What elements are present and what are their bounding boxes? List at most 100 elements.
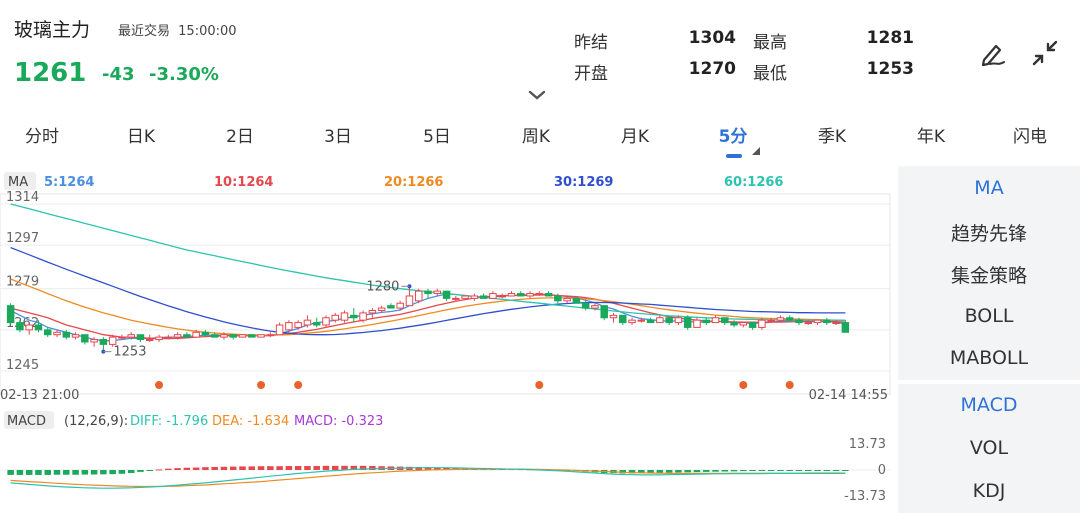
side-item-maboll[interactable]: MABOLL [949, 347, 1029, 369]
candle-body [544, 293, 553, 297]
candle-body [81, 334, 89, 343]
side-item-macd[interactable]: MACD [960, 394, 1018, 416]
tab-3day[interactable]: 3日 [324, 127, 352, 147]
macd-histogram-bar [767, 470, 775, 471]
candle-body [813, 319, 822, 324]
candle-body [470, 295, 479, 299]
macd-histogram-bar [341, 465, 348, 470]
price-tick-label: 1314 [6, 190, 39, 205]
extreme-label-high: 1280 [366, 279, 399, 294]
candle-body [646, 319, 655, 324]
candlestick [108, 334, 117, 347]
stat-value-open: 1270 [688, 59, 736, 79]
macd-histogram-bar [795, 470, 803, 471]
macd-tick-label: 0 [878, 463, 886, 478]
candle-body [683, 317, 692, 328]
candlestick [535, 291, 544, 296]
candle-body [238, 334, 247, 338]
macd-histogram-bar [424, 467, 432, 470]
candle-body [581, 302, 590, 309]
last-trade-label: 最近交易 15:00:00 [118, 20, 237, 39]
candle-body [832, 322, 840, 325]
candlestick [563, 295, 571, 304]
macd-histogram-bar [146, 470, 154, 471]
tab-week-k[interactable]: 周K [521, 127, 551, 147]
last-trade-time: 15:00:00 [178, 24, 237, 39]
side-item-strategy[interactable]: 集金策略 [950, 265, 1027, 287]
candlestick [739, 322, 748, 328]
collapse-arrows-icon[interactable] [1030, 38, 1060, 68]
candle-body [804, 322, 813, 325]
macd-histogram-bar [174, 468, 181, 470]
macd-histogram-bar [443, 467, 450, 470]
candlestick [164, 334, 173, 340]
price-tick-label: 1297 [6, 231, 39, 246]
event-marker-dot [294, 381, 303, 389]
ma60-label: 60:1266 [724, 175, 783, 190]
candlestick [730, 320, 738, 328]
candle-body [377, 307, 386, 311]
macd-layer: 13.73 0 -13.73 [0, 437, 890, 504]
side-item-boll[interactable]: BOLL [964, 305, 1014, 327]
candlestick [424, 288, 432, 299]
candle-body [591, 305, 599, 309]
candlestick [693, 317, 701, 328]
tab-5min[interactable]: 5分 [718, 127, 748, 147]
chevron-down-icon[interactable] [528, 90, 546, 100]
macd-histogram-bar [369, 466, 376, 470]
candle-body [424, 290, 432, 295]
candlestick [210, 332, 219, 338]
macd-histogram-bar [665, 470, 673, 473]
sub-indicator-panel: MACD VOL KDJ [898, 384, 1080, 513]
main-indicator-panel: MA 趋势先锋 集金策略 BOLL MABOLL [898, 166, 1080, 380]
candlestick [90, 337, 98, 347]
tab-flash[interactable]: 闪电 [1013, 127, 1047, 147]
ma30-line [10, 246, 846, 336]
side-item-ma[interactable]: MA [974, 177, 1004, 199]
macd-histogram-bar [777, 470, 784, 471]
candlestick [702, 317, 710, 326]
candlestick [173, 332, 182, 340]
tab-2day[interactable]: 2日 [226, 127, 254, 147]
candle-body [414, 290, 423, 302]
candlestick [498, 293, 506, 299]
candle-body [405, 295, 414, 307]
macd-histogram-bar [758, 470, 766, 471]
side-item-vol[interactable]: VOL [969, 437, 1009, 459]
side-item-trend[interactable]: 趋势先锋 [950, 223, 1027, 245]
stat-label-high: 最高 [753, 33, 787, 53]
edit-pen-icon[interactable] [978, 38, 1008, 68]
tab-month-k[interactable]: 月K [620, 127, 650, 147]
candlestick [832, 320, 840, 326]
side-item-kdj[interactable]: KDJ [972, 480, 1006, 502]
tab-year-k[interactable]: 年K [916, 127, 946, 147]
candlestick [433, 288, 442, 296]
macd-histogram-bar [137, 470, 144, 472]
ma-badge[interactable] [4, 172, 36, 190]
price-change: -43 [102, 64, 135, 85]
candle-body [322, 317, 330, 326]
macd-histogram-bar [434, 467, 441, 470]
tab-season-k[interactable]: 季K [817, 127, 847, 147]
ma20-line [10, 278, 846, 336]
candle-body [721, 317, 729, 324]
tab-day-k[interactable]: 日K [126, 127, 156, 147]
kline-chart[interactable]: MA 5:1264 10:1264 20:1266 30:1269 60:126… [0, 166, 898, 513]
candle-body [34, 324, 43, 331]
tab-fenshi[interactable]: 分时 [25, 127, 59, 147]
candle-body [90, 339, 98, 343]
macd-tick-label: 13.73 [849, 437, 886, 452]
macd-histogram-bar [740, 470, 747, 472]
price-change-percent: -3.30% [149, 64, 219, 85]
candlestick [71, 332, 80, 340]
macd-histogram-bar [359, 465, 367, 470]
candle-body [16, 322, 24, 331]
candle-body [572, 297, 581, 304]
macd-histogram-bar [16, 470, 24, 475]
tab-5day[interactable]: 5日 [423, 127, 451, 147]
macd-badge[interactable] [4, 411, 54, 429]
macd-histogram-bar [44, 470, 51, 475]
price-tick-label: 1279 [6, 275, 39, 290]
candlestick [257, 334, 265, 338]
candlestick [609, 312, 618, 323]
